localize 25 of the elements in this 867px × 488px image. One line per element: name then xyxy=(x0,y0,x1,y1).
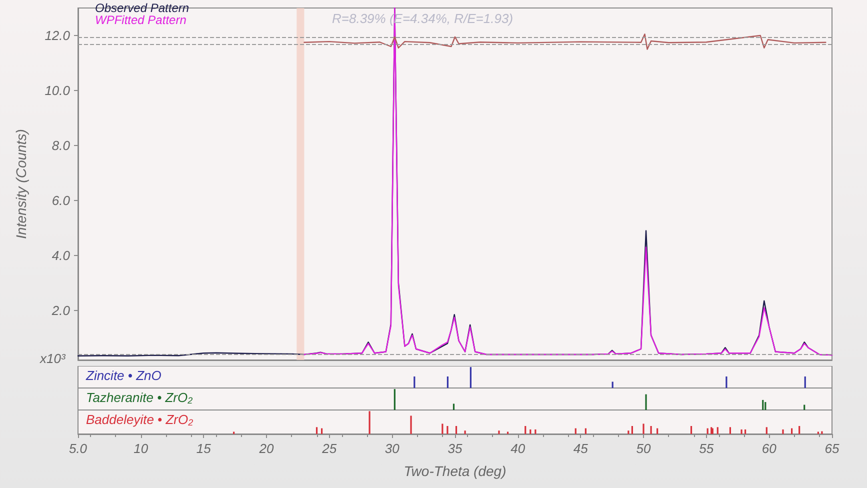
x-tick-label: 30 xyxy=(384,441,400,456)
x-tick-label: 50 xyxy=(636,441,652,456)
y-tick-label: 8.0 xyxy=(52,138,71,153)
x-tick-label: 10 xyxy=(134,441,149,456)
y-axis-title: Intensity (Counts) xyxy=(13,129,29,239)
x-tick-label: 55 xyxy=(699,441,714,456)
x-tick-label: 40 xyxy=(510,441,526,456)
x-tick-label: 65 xyxy=(824,441,840,456)
text: x10³ xyxy=(39,351,66,366)
y-tick-label: 10.0 xyxy=(44,83,71,98)
text: Zincite • ZnO xyxy=(85,368,162,383)
x-tick-label: 25 xyxy=(321,441,338,456)
x-tick-label: 5.0 xyxy=(68,441,88,456)
y-tick-label: 6.0 xyxy=(52,193,71,208)
x-tick-label: 20 xyxy=(258,441,274,456)
y-tick-label: 2.0 xyxy=(50,303,71,318)
x-tick-label: 35 xyxy=(448,441,463,456)
x-tick-label: 45 xyxy=(573,441,589,456)
x-axis-title: Two-Theta (deg) xyxy=(404,463,506,479)
x-tick-label: 15 xyxy=(196,441,212,456)
x-tick-label: 60 xyxy=(762,441,778,456)
text: Observed Pattern xyxy=(95,1,190,15)
y-tick-label: 12.0 xyxy=(44,28,71,43)
y-tick-label: 4.0 xyxy=(52,248,71,263)
text: WPFitted Pattern xyxy=(95,13,187,27)
